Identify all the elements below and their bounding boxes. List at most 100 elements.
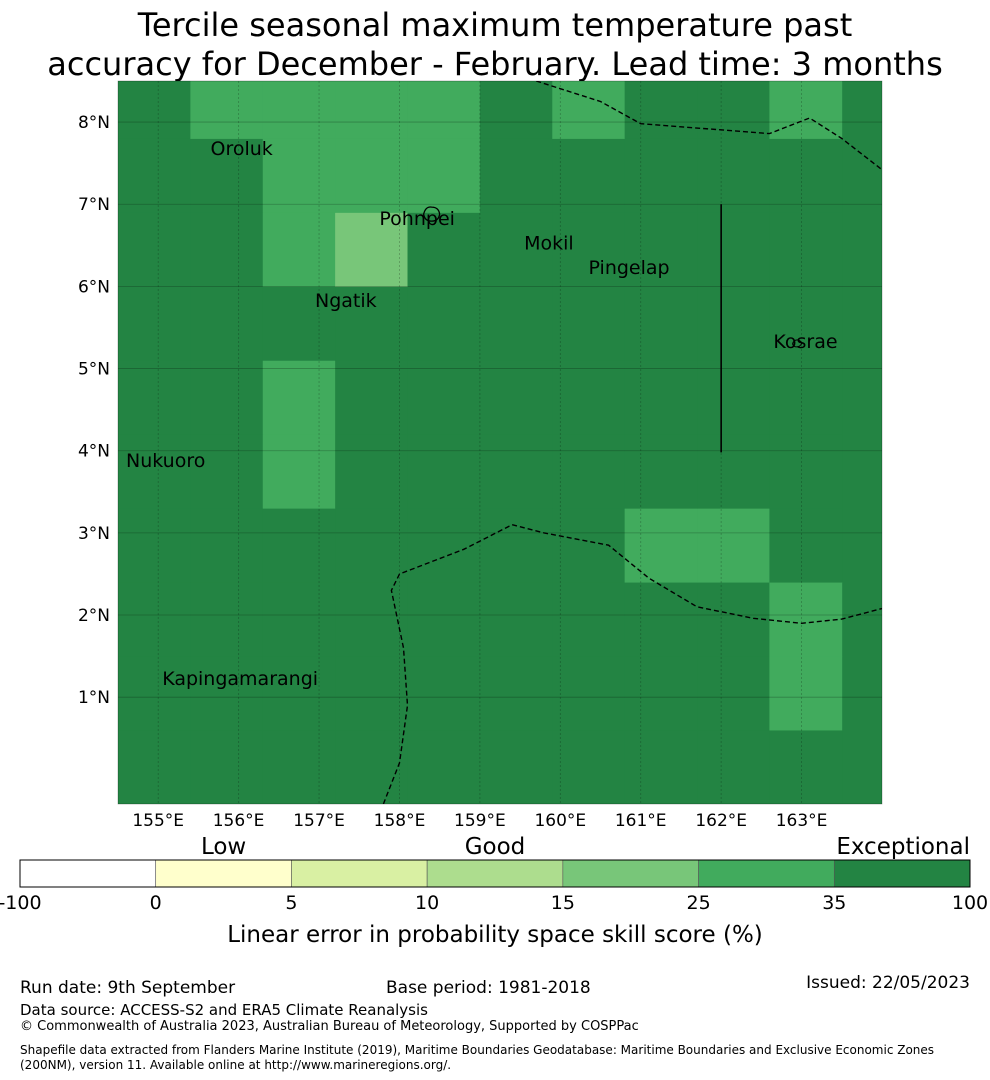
skill-cell [769,508,843,583]
skill-cell [624,138,698,213]
place-label: Pohnpei [379,208,455,230]
colorbar-swatch [426,859,564,888]
map-title-line-2: accuracy for December - February. Lead t… [47,45,943,83]
kosrae-island-outline [792,339,803,348]
skill-cell [407,508,481,583]
skill-cell [407,81,481,139]
place-label: Nukuoro [126,450,205,472]
skill-cell [335,81,408,139]
skill-cell [335,360,408,435]
latitude-tick-label: 6°N [78,277,110,297]
colorbar-swatch [155,859,292,888]
skill-cell [407,582,481,657]
skill-cell [552,212,626,287]
pohnpei-island-outline [422,206,441,222]
eez-boundary-line [382,523,882,804]
skill-cell [697,508,770,583]
colorbar-tick-label: 25 [687,892,711,914]
longitude-tick-label: 161°E [615,811,667,831]
place-labels: Oroluk Pohnpei Mokil Pingelap Ngatik Kosrae Nu… [126,138,838,690]
skill-cell [190,730,264,804]
skill-cell [769,212,843,287]
skill-cell [479,582,553,657]
skill-cell [624,81,698,139]
eez-boundary-line [535,81,882,171]
colorbar-category-label: Exceptional [836,834,970,860]
latitude-tick-label: 1°N [78,688,110,708]
skill-cell [118,360,191,435]
colorbar-category-label: Good [465,834,526,860]
longitude-tick-label: 160°E [534,811,586,831]
skill-cell [118,138,191,213]
skill-cell [262,582,336,657]
skill-cell [552,360,626,435]
skill-cell [408,0,481,65]
skill-cell [479,730,553,804]
data-source: Data source: ACCESS-S2 and ERA5 Climate … [20,1001,428,1019]
skill-cell [769,582,843,657]
colorbar-tick-label: 0 [150,892,162,914]
skill-cell [262,138,336,213]
skill-cell [769,434,843,509]
skill-cell [190,138,264,213]
colorbar-tick-label: 5 [285,892,297,914]
skill-cell [624,730,698,804]
graticule [117,80,883,805]
shapefile-credit-line-1: Shapefile data extracted from Flanders M… [20,1043,935,1057]
skill-cell [407,286,481,361]
skill-cell [262,434,336,509]
place-label: Oroluk [211,138,273,160]
issued-date: Issued: 22/05/2023 [806,973,970,993]
longitude-tick-label: 163°E [776,811,828,831]
colorbar-title: Linear error in probability space skill … [227,922,763,948]
skill-cell [479,286,553,361]
skill-cell [190,286,264,361]
skill-cell [769,286,843,361]
colorbar-tick-label: 15 [551,892,575,914]
longitude-tick-label: 162°E [695,811,747,831]
skill-cell [552,0,625,65]
skill-cell [407,212,481,287]
longitude-tick-label: 158°E [374,811,426,831]
place-label: Kosrae [773,331,837,353]
skill-cell [407,138,481,213]
skill-cell [479,360,553,435]
copyright: © Commonwealth of Australia 2023, Austra… [20,1019,639,1034]
colorbar-tick-label: -100 [0,892,42,914]
skill-cell [407,434,481,509]
skill-cell [118,434,191,509]
skill-cell [624,434,698,509]
colorbar-swatch [562,859,699,888]
longitude-tick-label: 155°E [132,811,184,831]
skill-cell [769,138,843,213]
skill-cell [407,360,481,435]
skill-cell [190,0,263,65]
place-label: Kapingamarangi [162,668,318,690]
place-label: Ngatik [315,290,377,312]
skill-cell [625,0,698,65]
skill-cell [552,81,626,139]
skill-cell [190,508,264,583]
skill-cell [479,508,553,583]
place-label: Mokil [524,232,574,254]
latitude-tick-label: 2°N [78,606,110,626]
skill-cell [697,656,770,731]
skill-cell [697,360,770,435]
skill-cell [479,81,553,139]
skill-cell [769,360,843,435]
colorbar-tick-label: 100 [952,892,988,914]
skill-cell [190,360,264,435]
skill-cell [335,286,408,361]
longitude-tick-label: 156°E [213,811,265,831]
skill-cell [697,730,770,804]
colorbar-tick-label: 10 [415,892,439,914]
skill-cell [624,508,698,583]
skill-cell [624,212,698,287]
skill-cell [697,81,770,139]
skill-cell [190,212,264,287]
latitude-tick-label: 4°N [78,442,110,462]
skill-cell [262,656,336,731]
skill-cell [552,582,626,657]
skill-cell [335,508,408,583]
